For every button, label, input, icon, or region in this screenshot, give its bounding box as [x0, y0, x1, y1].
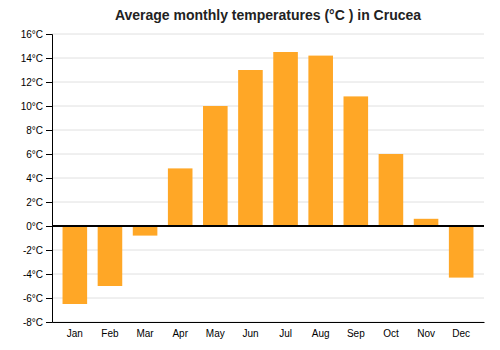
bar: [449, 226, 474, 278]
bar: [203, 106, 228, 226]
bar: [63, 226, 88, 304]
grid-line: [52, 154, 484, 155]
y-tick-label: 10°C: [21, 101, 43, 112]
y-tick-mark: [46, 178, 52, 179]
y-tick-label: -8°C: [23, 317, 43, 328]
y-tick-label: 8°C: [26, 125, 43, 136]
x-tick: Apr: [172, 328, 188, 339]
y-tick-label: 16°C: [21, 29, 43, 40]
y-tick-mark: [46, 130, 52, 131]
y-tick-mark: [46, 250, 52, 251]
y-tick-mark: [46, 34, 52, 35]
y-tick: 2°C: [26, 197, 52, 208]
bar: [308, 56, 333, 226]
x-tick-label: Jul: [279, 328, 292, 339]
grid-line: [52, 178, 484, 179]
x-tick: Mar: [136, 328, 154, 339]
grid-line: [52, 322, 484, 323]
x-tick-label: Dec: [452, 328, 470, 339]
grid-line: [52, 202, 484, 203]
y-tick: -8°C: [23, 317, 52, 328]
bar: [168, 168, 193, 226]
y-tick-label: 0°C: [26, 221, 43, 232]
y-tick-mark: [46, 298, 52, 299]
y-tick-mark: [46, 154, 52, 155]
x-tick: Nov: [417, 328, 435, 339]
y-tick: 0°C: [26, 221, 52, 232]
x-tick-label: Apr: [172, 328, 188, 339]
x-tick-label: May: [206, 328, 225, 339]
bar: [133, 226, 158, 236]
grid: [52, 34, 484, 322]
y-tick: 12°C: [21, 77, 52, 88]
grid-line: [52, 82, 484, 83]
y-tick-mark: [46, 322, 52, 323]
grid-line: [52, 58, 484, 59]
x-tick-label: Aug: [312, 328, 330, 339]
x-tick: Jan: [67, 328, 83, 339]
y-axis: -8°C -6°C -4°C -2°C 0°C 2°C 4°C 6°C 8°C 10°C 12°C 1…: [21, 29, 53, 328]
x-tick-label: Oct: [383, 328, 399, 339]
x-tick: Jun: [242, 328, 258, 339]
y-tick: 6°C: [26, 149, 52, 160]
x-tick: Feb: [101, 328, 119, 339]
grid-line: [52, 130, 484, 131]
bar: [238, 70, 263, 226]
bar: [344, 96, 369, 226]
y-tick-mark: [46, 202, 52, 203]
x-tick-label: Feb: [101, 328, 119, 339]
y-tick-mark: [46, 106, 52, 107]
x-tick-label: Mar: [136, 328, 154, 339]
y-tick-mark: [46, 226, 52, 227]
y-tick-label: 4°C: [26, 173, 43, 184]
y-tick: -2°C: [23, 245, 52, 256]
y-tick: 14°C: [21, 53, 52, 64]
y-tick: 8°C: [26, 125, 52, 136]
x-tick: May: [206, 328, 225, 339]
y-axis-line: [46, 35, 53, 323]
x-tick-label: Jan: [67, 328, 83, 339]
x-tick: Oct: [383, 328, 399, 339]
y-tick-label: 2°C: [26, 197, 43, 208]
x-tick: Sep: [347, 328, 365, 339]
y-tick-label: 6°C: [26, 149, 43, 160]
y-tick-mark: [46, 274, 52, 275]
x-tick-label: Nov: [417, 328, 435, 339]
y-tick: -4°C: [23, 269, 52, 280]
x-axis: Jan Feb Mar Apr May Jun Jul Aug Sep Oct Nov Dec: [53, 323, 485, 340]
chart: -8°C -6°C -4°C -2°C 0°C 2°C 4°C 6°C 8°C 10°C 12°C 1…: [0, 0, 500, 350]
x-tick: Dec: [452, 328, 470, 339]
y-tick-label: 12°C: [21, 77, 43, 88]
x-axis-line: [53, 322, 485, 323]
y-tick-label: -6°C: [23, 293, 43, 304]
y-tick-label: -2°C: [23, 245, 43, 256]
grid-line: [52, 226, 484, 227]
x-tick-label: Sep: [347, 328, 365, 339]
bar: [273, 52, 298, 226]
grid-line: [52, 298, 484, 299]
y-tick-mark: [46, 82, 52, 83]
zero-line: [52, 225, 484, 227]
grid-line: [52, 34, 484, 35]
bar: [379, 154, 404, 226]
x-tick-label: Jun: [242, 328, 258, 339]
y-tick: -6°C: [23, 293, 52, 304]
y-tick-mark: [46, 58, 52, 59]
x-tick: Jul: [279, 328, 292, 339]
bar: [414, 219, 439, 226]
y-tick: 16°C: [21, 29, 52, 40]
grid-line: [52, 106, 484, 107]
bar: [98, 226, 123, 286]
x-tick: Aug: [312, 328, 330, 339]
title: Average monthly temperatures (°C ) in Cr…: [115, 7, 421, 23]
y-tick: 10°C: [21, 101, 52, 112]
y-tick-label: -4°C: [23, 269, 43, 280]
y-tick: 4°C: [26, 173, 52, 184]
bars: [63, 52, 474, 304]
y-tick-label: 14°C: [21, 53, 43, 64]
